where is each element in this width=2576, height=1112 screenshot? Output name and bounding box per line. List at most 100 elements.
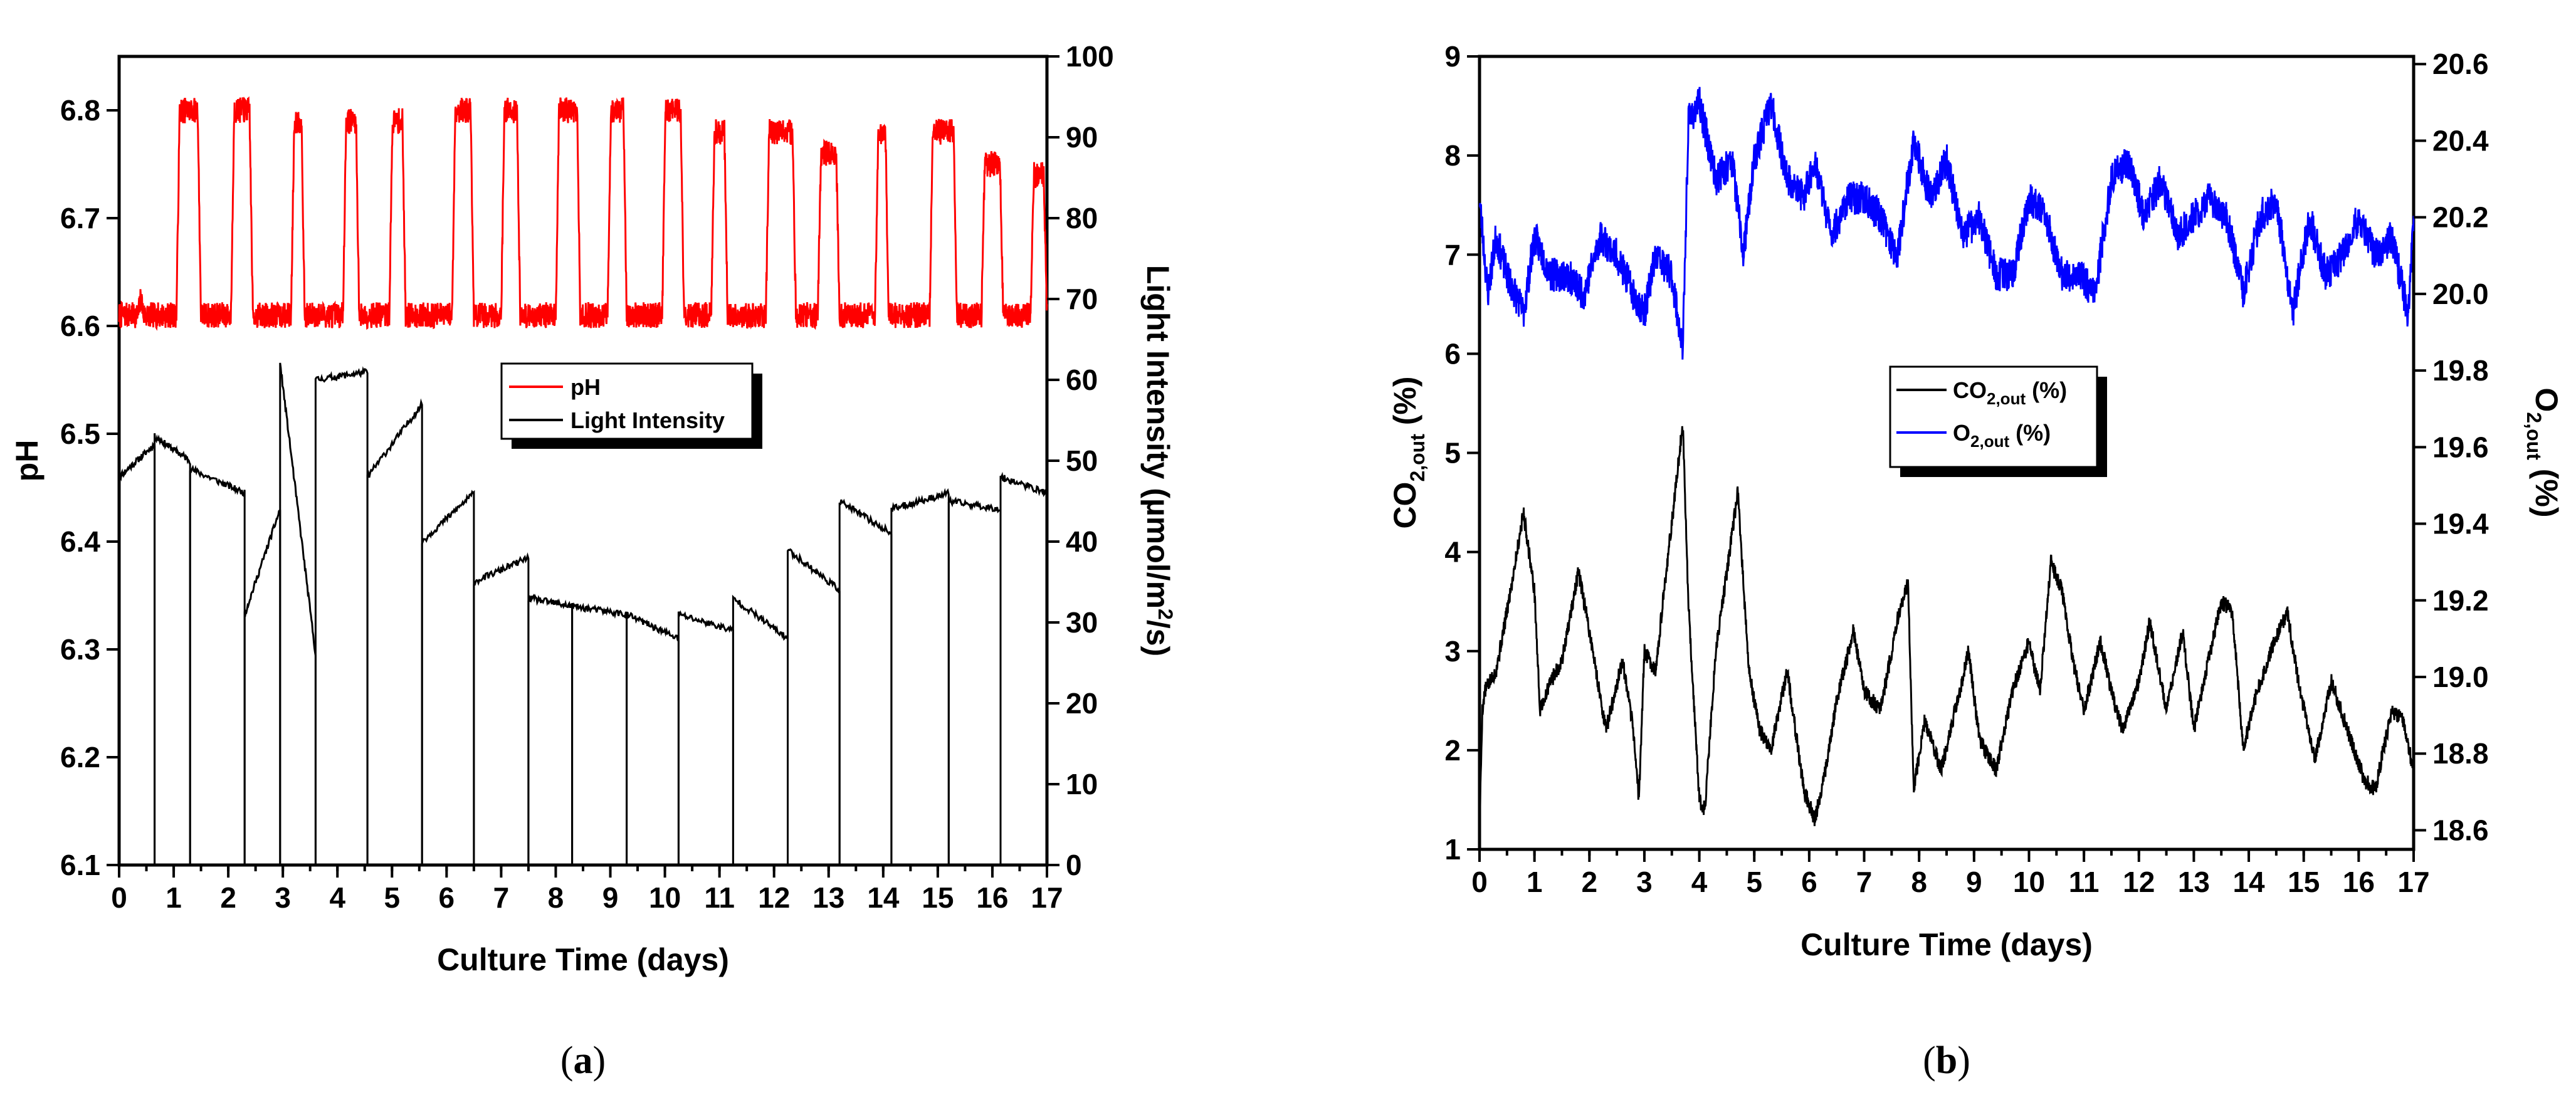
b-x-tick-label: 14 xyxy=(2232,866,2265,898)
right-axis-ticks-b: 18.6 18.8 19.0 19.2 19.4 19.6 19.8 20.0 20.2 20.4… xyxy=(2414,48,2489,846)
left-axis-label-b-end: (%) xyxy=(1387,376,1422,434)
legend-b-label-co2-main: CO xyxy=(1953,377,1987,403)
o2-line xyxy=(1478,87,2415,360)
a-left-tick-label: 6.2 xyxy=(60,741,100,774)
right-axis-label-a-sup: 2 xyxy=(1154,609,1177,620)
a-x-tick-label: 1 xyxy=(166,881,182,914)
b-right-tick-label: 19.8 xyxy=(2432,354,2489,387)
a-right-tick-label: 80 xyxy=(1066,202,1098,234)
b-right-tick-label: 18.6 xyxy=(2432,814,2489,846)
light-intensity-step xyxy=(189,464,246,865)
right-axis-label-b: O2,out (%) xyxy=(2523,388,2564,518)
a-x-tick-label: 9 xyxy=(602,881,619,914)
b-x-tick-label: 7 xyxy=(1856,866,1873,898)
left-axis-label-b-sub: 2,out xyxy=(1406,434,1429,482)
a-x-tick-label: 16 xyxy=(976,881,1008,914)
o2-series xyxy=(1478,87,2415,360)
a-right-tick-label: 100 xyxy=(1066,40,1114,73)
a-right-tick-label: 70 xyxy=(1066,283,1098,315)
plot-frame-a xyxy=(117,55,1049,867)
light-intensity-step xyxy=(527,594,574,865)
b-x-tick-label: 5 xyxy=(1746,866,1762,898)
a-x-tick-label: 3 xyxy=(275,881,291,914)
light-intensity-step xyxy=(421,490,475,865)
b-x-tick-label: 15 xyxy=(2288,866,2320,898)
x-axis-ticks-a: 0 1 2 3 4 5 6 7 8 9 10 11 12 13 14 15 16 17 xyxy=(111,865,1063,914)
b-right-tick-label: 19.0 xyxy=(2432,661,2489,693)
legend-a-box xyxy=(500,362,754,440)
legend-b-label-o2-end: (%) xyxy=(2009,420,2051,446)
legend-a-label-light: Light Intensity xyxy=(570,407,725,433)
legend-b-label-co2-sub: 2,out xyxy=(1987,389,2026,408)
a-right-tick-label: 50 xyxy=(1066,444,1098,477)
left-axis-label-b-main: CO xyxy=(1387,482,1422,529)
a-right-tick-label: 40 xyxy=(1066,525,1098,558)
b-x-tick-label: 6 xyxy=(1801,866,1817,898)
a-right-tick-label: 0 xyxy=(1066,849,1082,881)
left-axis-ticks-a: 6.1 6.2 6.3 6.4 6.5 6.6 6.7 6.8 xyxy=(60,94,119,881)
a-right-tick-label: 20 xyxy=(1066,687,1098,720)
b-left-tick-label: 3 xyxy=(1444,635,1461,668)
right-axis-label-a-end: /s) xyxy=(1140,620,1175,656)
a-left-tick-label: 6.3 xyxy=(60,633,100,666)
b-left-tick-label: 2 xyxy=(1444,734,1461,767)
b-left-tick-label: 6 xyxy=(1444,337,1461,370)
legend-b-label-o2: O2,out (%) xyxy=(1953,420,2051,451)
light-intensity-step xyxy=(571,602,628,865)
a-right-tick-label: 10 xyxy=(1066,768,1098,800)
a-x-tick-label: 11 xyxy=(704,881,735,914)
light-intensity-step xyxy=(947,495,1002,865)
b-right-tick-label: 20.0 xyxy=(2432,278,2489,310)
b-x-tick-label: 13 xyxy=(2178,866,2210,898)
b-x-tick-label: 12 xyxy=(2123,866,2155,898)
b-right-tick-label: 19.4 xyxy=(2432,508,2489,540)
light-intensity-step xyxy=(154,433,191,865)
a-x-tick-label: 6 xyxy=(439,881,455,914)
b-x-tick-label: 8 xyxy=(1911,866,1927,898)
a-x-tick-label: 14 xyxy=(867,881,900,914)
right-axis-label-b-main: O xyxy=(2529,388,2564,412)
a-left-tick-label: 6.7 xyxy=(60,202,100,234)
a-right-tick-label: 90 xyxy=(1066,121,1098,154)
left-axis-label-a: pH xyxy=(9,440,45,482)
legend-b-label-o2-main: O xyxy=(1953,420,1970,446)
panel-a: 0 1 2 3 4 5 6 7 8 9 10 11 12 13 14 15 16 17 6.16.26.36.46… xyxy=(9,40,1177,1082)
light-intensity-step xyxy=(366,398,423,865)
ph-line xyxy=(118,96,1048,331)
b-x-tick-label: 3 xyxy=(1636,866,1653,898)
a-right-tick-label: 60 xyxy=(1066,364,1098,396)
a-x-tick-label: 12 xyxy=(758,881,790,914)
legend-a-label-ph: pH xyxy=(570,374,601,400)
b-x-tick-label: 9 xyxy=(1966,866,1982,898)
b-x-tick-label: 2 xyxy=(1581,866,1597,898)
a-left-tick-label: 6.1 xyxy=(60,849,100,881)
a-left-tick-label: 6.8 xyxy=(60,94,100,127)
panel-a-caption: (a) xyxy=(560,1039,606,1082)
light-intensity-step xyxy=(999,471,1048,865)
legend-b-box xyxy=(1889,365,2098,468)
left-axis-label-b: CO2,out (%) xyxy=(1387,376,1429,528)
light-intensity-step xyxy=(732,594,789,865)
a-x-tick-label: 8 xyxy=(548,881,564,914)
co2-series xyxy=(1478,426,2415,834)
panel-a-caption-letter: a xyxy=(574,1039,593,1082)
light-intensity-series xyxy=(118,362,1048,865)
b-right-tick-label: 18.8 xyxy=(2432,737,2489,770)
x-axis-label-b: Culture Time (days) xyxy=(1801,927,2093,962)
light-intensity-step xyxy=(890,488,950,865)
b-x-tick-label: 1 xyxy=(1527,866,1543,898)
left-axis-ticks-b: 1 2 3 4 5 6 7 8 9 xyxy=(1444,40,1480,866)
b-left-tick-label: 5 xyxy=(1444,437,1461,469)
light-intensity-step xyxy=(787,548,841,865)
b-x-tick-label: 4 xyxy=(1691,866,1708,898)
right-axis-label-b-end: (%) xyxy=(2529,460,2564,518)
a-x-tick-label: 0 xyxy=(111,881,127,914)
a-x-tick-label: 7 xyxy=(493,881,510,914)
legend-b: CO2,out (%) O2,out (%) xyxy=(1889,365,2107,477)
b-right-tick-label: 20.4 xyxy=(2432,124,2489,157)
b-left-tick-label: 4 xyxy=(1444,536,1461,569)
legend-a: pH Light Intensity xyxy=(500,362,762,449)
b-left-tick-label: 1 xyxy=(1444,833,1461,866)
b-x-tick-label: 11 xyxy=(2069,866,2100,898)
